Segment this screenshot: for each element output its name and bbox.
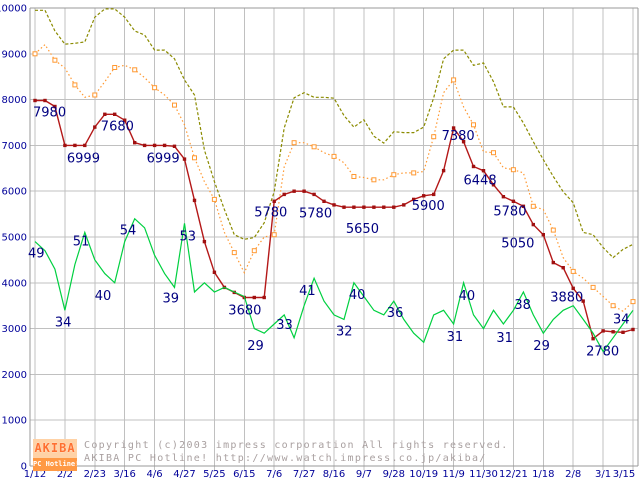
svg-text:0: 0 (21, 462, 27, 473)
svg-text:8000: 8000 (2, 95, 27, 106)
svg-text:7/27: 7/27 (293, 469, 315, 480)
svg-text:5000: 5000 (2, 233, 27, 244)
svg-text:49: 49 (28, 247, 45, 262)
svg-text:11/30: 11/30 (469, 469, 498, 480)
svg-text:1/18: 1/18 (532, 469, 554, 480)
svg-text:9/28: 9/28 (383, 469, 405, 480)
svg-text:53: 53 (180, 229, 197, 244)
svg-text:6448: 6448 (464, 174, 497, 189)
svg-text:40: 40 (95, 289, 112, 304)
svg-text:5780: 5780 (493, 204, 526, 219)
svg-text:4/6: 4/6 (147, 469, 163, 480)
svg-text:3680: 3680 (228, 304, 261, 319)
svg-text:6999: 6999 (147, 151, 180, 166)
svg-text:29: 29 (247, 339, 264, 354)
y-axis-labels: 0 1000 2000 3000 4000 5000 6000 7000 8000 9000 100… (0, 4, 27, 473)
svg-text:3000: 3000 (2, 324, 27, 335)
svg-text:5650: 5650 (346, 222, 379, 237)
svg-text:40: 40 (349, 288, 366, 303)
svg-text:38: 38 (514, 298, 531, 313)
lowest-price-labels: 7980 6999 7680 6999 3680 5780 5780 5650 5900 7380… (33, 106, 619, 360)
svg-text:1000: 1000 (2, 416, 27, 427)
svg-text:7980: 7980 (33, 106, 66, 121)
svg-text:3/16: 3/16 (113, 469, 135, 480)
copyright-block: Copyright (c)2003 impress corporation Al… (84, 439, 509, 465)
svg-text:10000: 10000 (0, 4, 27, 15)
svg-text:12/21: 12/21 (499, 469, 528, 480)
svg-text:54: 54 (120, 224, 137, 239)
svg-text:2/2: 2/2 (57, 469, 73, 480)
svg-text:34: 34 (55, 315, 72, 330)
svg-text:33: 33 (276, 318, 293, 333)
svg-text:36: 36 (387, 306, 404, 321)
svg-text:2780: 2780 (586, 345, 619, 360)
svg-text:40: 40 (459, 289, 476, 304)
akiba-logo-title: AKIBA (33, 439, 77, 458)
svg-text:6/15: 6/15 (233, 469, 255, 480)
akiba-logo-subtitle: PC Hotline! (33, 458, 77, 471)
svg-text:5050: 5050 (501, 237, 534, 252)
svg-text:51: 51 (73, 234, 90, 249)
shop-count-labels: 49 34 51 40 54 39 53 29 33 41 32 40 36 31 40 31 38 29 34 (28, 224, 630, 355)
svg-text:7380: 7380 (442, 129, 475, 144)
svg-text:7/6: 7/6 (266, 469, 282, 480)
svg-text:5780: 5780 (299, 206, 332, 221)
svg-text:2/23: 2/23 (84, 469, 106, 480)
akiba-logo: AKIBA PC Hotline! (33, 439, 77, 471)
svg-text:7680: 7680 (101, 119, 134, 134)
svg-text:2000: 2000 (2, 370, 27, 381)
svg-text:34: 34 (613, 312, 630, 327)
svg-text:11/9: 11/9 (442, 469, 464, 480)
svg-text:5900: 5900 (412, 199, 445, 214)
svg-text:6999: 6999 (67, 151, 100, 166)
svg-text:2/8: 2/8 (565, 469, 581, 480)
svg-text:5/25: 5/25 (203, 469, 225, 480)
svg-text:8/16: 8/16 (323, 469, 345, 480)
svg-text:31: 31 (447, 330, 464, 345)
series-average-price (32, 43, 636, 312)
series-shop-count (34, 217, 634, 353)
svg-text:10/19: 10/19 (409, 469, 438, 480)
svg-text:9000: 9000 (2, 49, 27, 60)
svg-text:5780: 5780 (254, 205, 287, 220)
svg-text:6000: 6000 (2, 187, 27, 198)
svg-text:3/1: 3/1 (595, 469, 611, 480)
svg-text:29: 29 (533, 339, 550, 354)
svg-text:32: 32 (336, 324, 353, 339)
svg-text:3880: 3880 (550, 290, 583, 305)
series-lowest-price (33, 98, 635, 341)
copyright-line2: AKIBA PC Hotline! http://www.watch.impre… (84, 453, 487, 464)
svg-text:39: 39 (163, 291, 180, 306)
footer-overlay: AKIBA PC Hotline! Copyright (c)2003 impr… (33, 439, 509, 471)
svg-text:3/15: 3/15 (613, 469, 635, 480)
svg-text:1/12: 1/12 (24, 469, 46, 480)
svg-text:7000: 7000 (2, 141, 27, 152)
x-axis-labels: 1/12 2/2 2/23 3/16 4/6 4/27 5/25 6/15 7/6 7/27 8/1… (24, 469, 635, 480)
svg-text:4/27: 4/27 (173, 469, 195, 480)
plot-frame (29, 7, 639, 467)
svg-text:9/7: 9/7 (356, 469, 372, 480)
svg-text:4000: 4000 (2, 278, 27, 289)
gridlines (30, 7, 638, 470)
svg-text:41: 41 (299, 284, 316, 299)
svg-text:31: 31 (496, 331, 513, 346)
copyright-line1: Copyright (c)2003 impress corporation Al… (84, 440, 509, 451)
